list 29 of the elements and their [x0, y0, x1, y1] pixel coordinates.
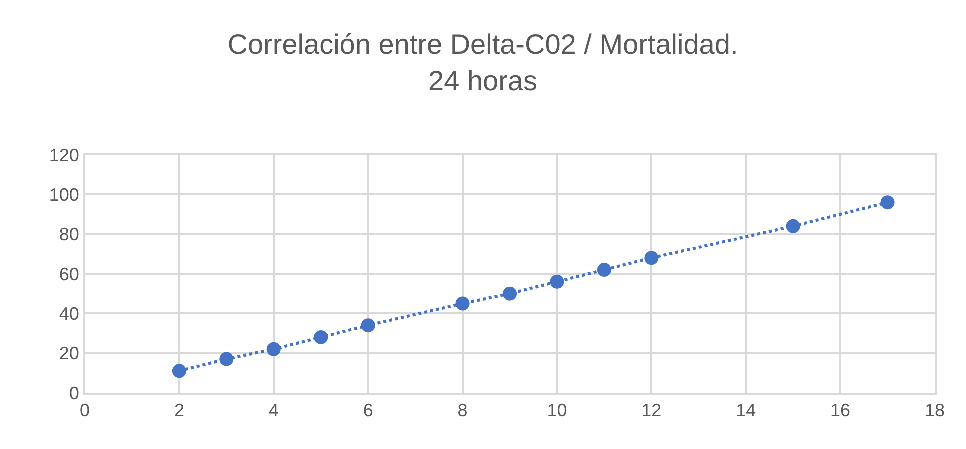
point: [266, 342, 281, 356]
x-tick-label: 14: [736, 400, 756, 421]
y-tick-label: 120: [49, 145, 80, 166]
point: [172, 364, 186, 378]
x-tick-label: 12: [642, 400, 662, 421]
x-tick-label: 10: [547, 400, 568, 421]
point: [597, 263, 612, 278]
y-tick-label: 80: [59, 224, 80, 245]
x-tick-label: 18: [924, 400, 946, 421]
point: [456, 296, 470, 311]
y-tick-label: 0: [69, 383, 80, 404]
point: [550, 274, 564, 289]
point: [880, 196, 895, 210]
x-tick-label: 4: [268, 400, 279, 421]
y-tick-label: 20: [59, 344, 80, 364]
x-tick-label: 2: [174, 400, 184, 421]
x-tick-label: 16: [830, 400, 851, 421]
point: [644, 251, 659, 266]
point: [220, 352, 234, 366]
point: [503, 286, 517, 301]
x-tick-label: 6: [363, 400, 374, 421]
x-tick-label: 8: [458, 400, 468, 421]
y-tick-label: 40: [59, 304, 80, 324]
y-tick-label: 100: [49, 184, 80, 205]
chart-title: Correlación entre Delta-C02 / Mortalidad. 24 horas: [228, 28, 738, 96]
point: [786, 219, 800, 234]
point: [314, 330, 328, 344]
point: [361, 318, 376, 333]
y-tick-label: 60: [59, 264, 80, 284]
